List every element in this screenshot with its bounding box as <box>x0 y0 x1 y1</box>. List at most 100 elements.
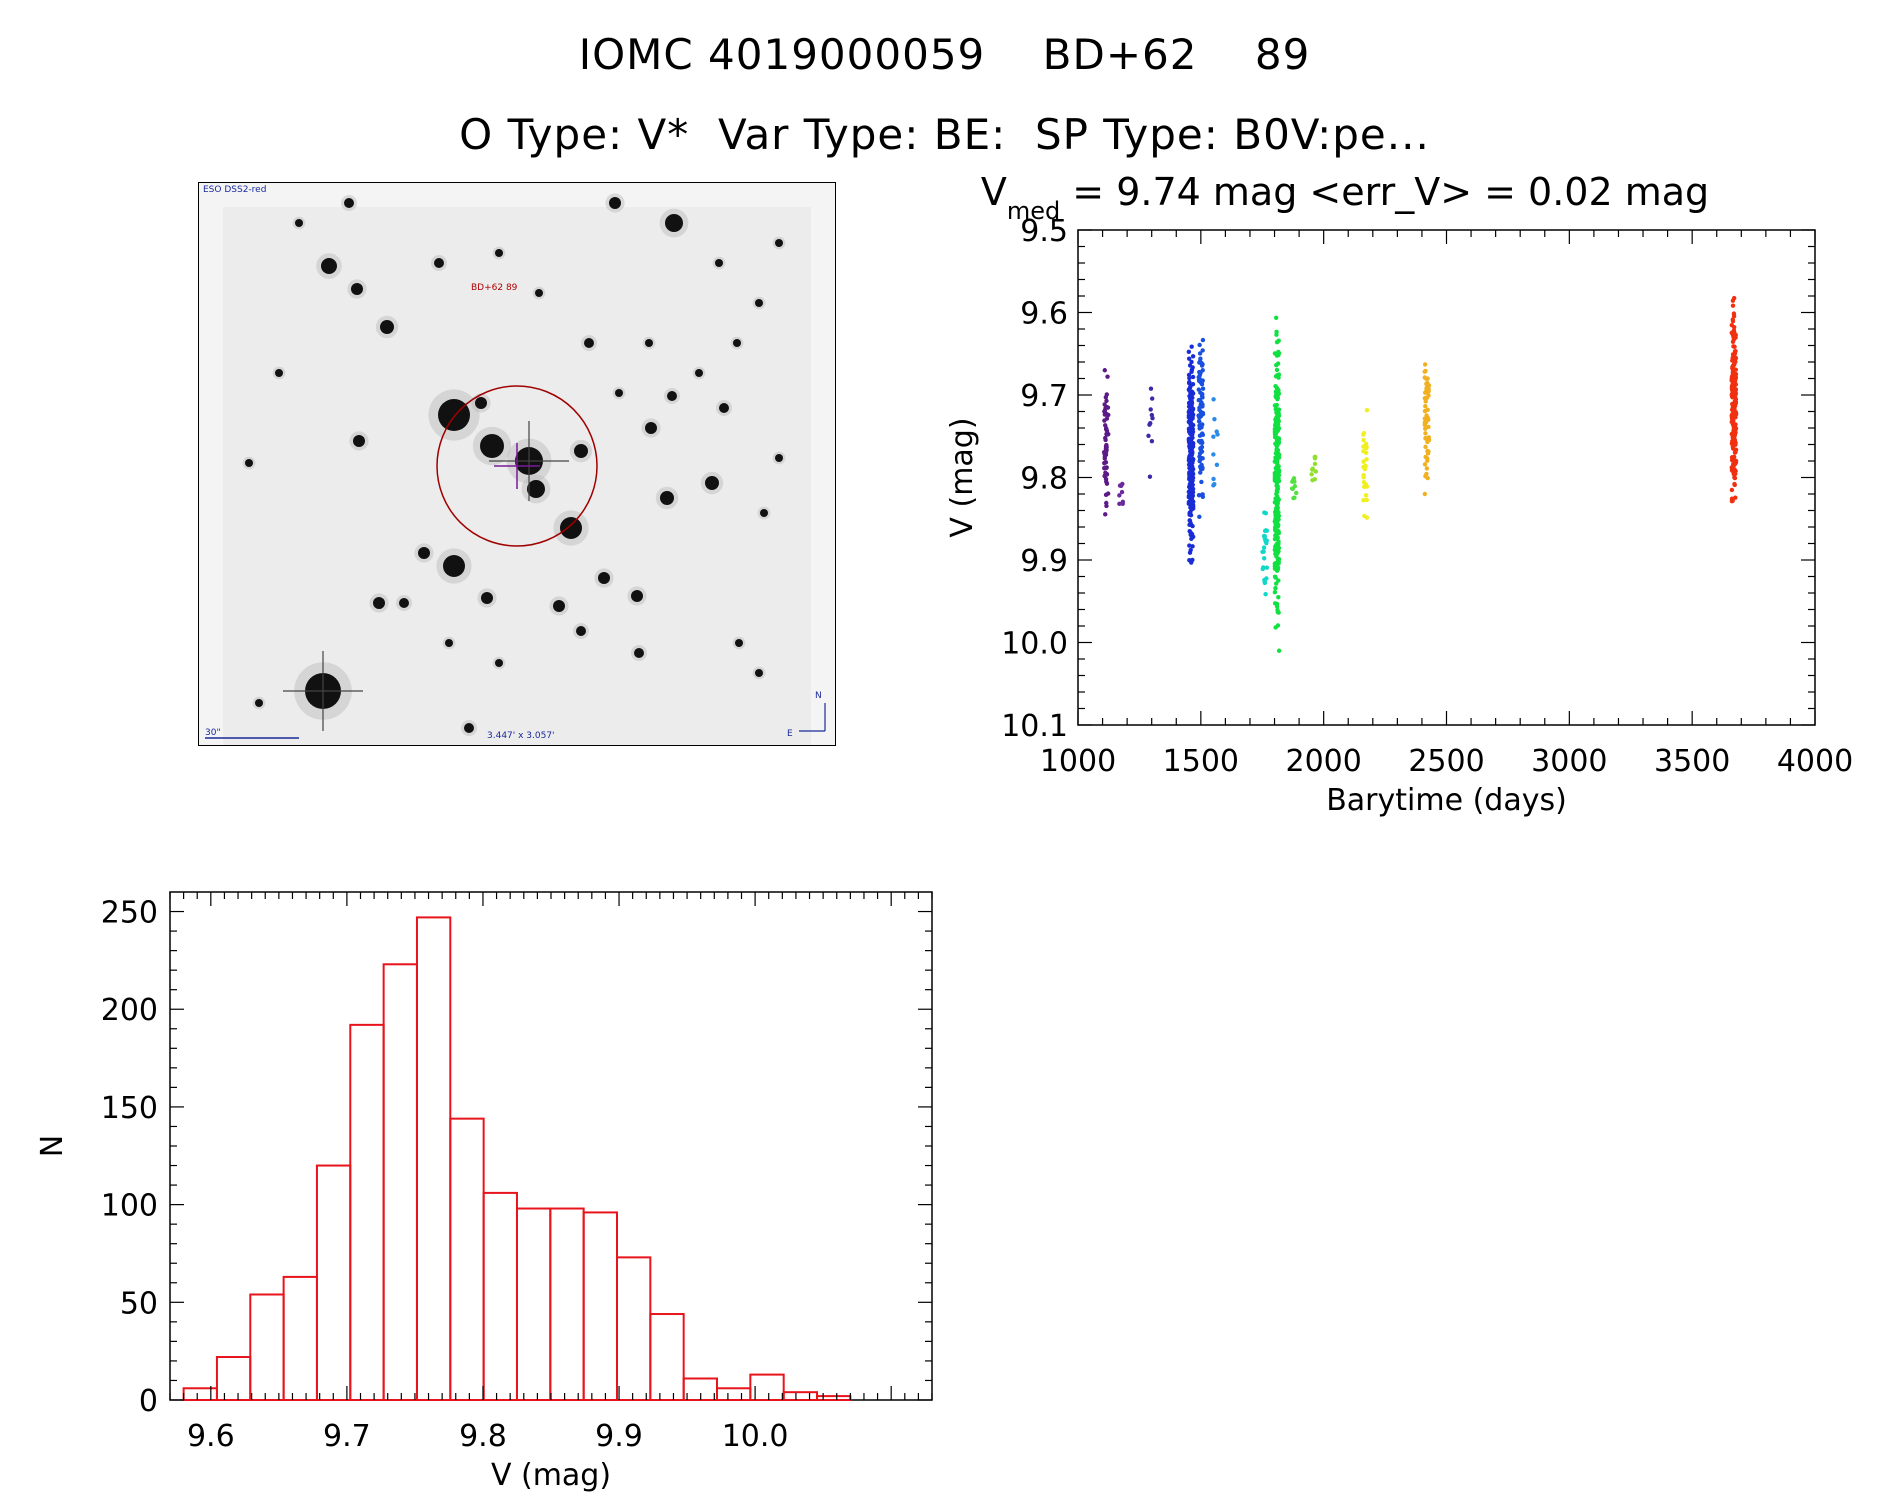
lightcurve-point <box>1730 388 1735 393</box>
lightcurve-point <box>1198 470 1203 475</box>
histogram-ylabel: N <box>35 1135 70 1157</box>
lightcurve-point <box>1276 517 1281 522</box>
star <box>560 517 582 539</box>
histogram-xtick-label: 10.0 <box>722 1419 789 1454</box>
lightcurve-point <box>1200 348 1205 353</box>
lightcurve-point <box>1187 550 1193 555</box>
lightcurve-point <box>1272 403 1278 408</box>
histogram-bar <box>449 1117 485 1401</box>
lightcurve-point <box>1188 395 1194 400</box>
lightcurve-point <box>1261 534 1267 539</box>
lightcurve-point <box>1361 459 1366 464</box>
lightcurve-ytick-label: 9.6 <box>1020 297 1068 332</box>
lightcurve-xtick-label: 2500 <box>1408 744 1484 779</box>
star <box>715 259 723 267</box>
lightcurve-point <box>1425 458 1430 463</box>
lightcurve-point <box>1273 528 1278 533</box>
star <box>445 639 453 647</box>
lightcurve-point <box>1424 466 1430 471</box>
lightcurve-point <box>1730 416 1735 422</box>
lightcurve-point <box>1731 454 1737 459</box>
lightcurve-point <box>1198 402 1203 407</box>
star <box>634 648 644 658</box>
lightcurve-point <box>1363 450 1369 455</box>
lightcurve-point <box>1186 356 1192 361</box>
lightcurve-point <box>1119 489 1125 495</box>
star <box>609 197 621 209</box>
lightcurve-point <box>1733 367 1738 372</box>
lightcurve-point <box>1276 539 1281 544</box>
lightcurve-point <box>1187 529 1192 534</box>
lightcurve-point <box>1190 467 1196 472</box>
histogram-bar <box>482 1191 518 1402</box>
lightcurve-point <box>1186 484 1192 490</box>
histogram-bar <box>215 1356 252 1401</box>
lightcurve-ytick-label: 9.8 <box>1020 462 1068 497</box>
lightcurve-point <box>1200 422 1205 427</box>
lightcurve-point <box>1732 399 1737 404</box>
lightcurve-point <box>1146 433 1151 438</box>
lightcurve-point <box>1188 443 1193 448</box>
lightcurve-point <box>1363 493 1369 498</box>
lightcurve-point <box>1361 498 1366 503</box>
lightcurve-title: Vmed = 9.74 mag <err_V> = 0.02 mag <box>981 170 1709 225</box>
lightcurve-point <box>1730 444 1735 449</box>
lightcurve-point <box>1423 431 1428 436</box>
lightcurve-point <box>1423 436 1428 441</box>
lightcurve-point <box>1187 375 1192 381</box>
lightcurve-point <box>1274 484 1280 489</box>
lightcurve-ytick-label: 10.1 <box>1001 709 1068 744</box>
lightcurve-point <box>1272 590 1278 595</box>
histogram-bar <box>349 1023 385 1402</box>
lightcurve-point <box>1103 395 1109 400</box>
histogram-bar <box>716 1387 752 1402</box>
lightcurve-point <box>1732 344 1737 350</box>
star <box>527 480 545 498</box>
lightcurve-point <box>1276 530 1282 536</box>
lightcurve-point <box>1732 481 1737 487</box>
lightcurve-point <box>1105 374 1110 379</box>
lightcurve-point <box>1197 373 1202 378</box>
lightcurve-point <box>1274 506 1279 512</box>
lightcurve-point <box>1274 332 1279 337</box>
lightcurve-point <box>1189 421 1194 426</box>
lightcurve-point <box>1187 510 1192 516</box>
lightcurve-xlabel: Barytime (days) <box>1326 783 1567 818</box>
lightcurve-point <box>1730 303 1736 308</box>
histogram-bar <box>582 1211 618 1402</box>
lightcurve-point <box>1190 456 1196 462</box>
histogram-bar <box>249 1293 285 1401</box>
lightcurve-point <box>1190 486 1196 492</box>
lightcurve-point <box>1215 432 1220 437</box>
histogram-ytick-label: 100 <box>101 1189 158 1224</box>
lightcurve-point <box>1730 378 1736 384</box>
lightcurve-point <box>1103 435 1108 441</box>
star <box>380 320 394 334</box>
lightcurve-point <box>1102 368 1107 373</box>
lightcurve-point <box>1189 359 1194 365</box>
lightcurve-point <box>1732 437 1738 443</box>
lightcurve-point <box>1732 406 1737 411</box>
lightcurve-point <box>1272 574 1278 579</box>
lightcurve-point <box>1733 495 1738 500</box>
lightcurve-xtick-label: 1500 <box>1163 744 1239 779</box>
lightcurve-point <box>1274 552 1279 557</box>
lightcurve-point <box>1105 412 1110 418</box>
lightcurve-point <box>1187 465 1192 471</box>
lightcurve-point <box>1149 412 1155 418</box>
lightcurve-point <box>1197 419 1202 424</box>
lightcurve-point <box>1199 492 1205 497</box>
lightcurve-xtick-label: 1000 <box>1040 744 1116 779</box>
lightcurve-point <box>1199 479 1204 485</box>
histogram-ytick-label: 250 <box>101 896 158 931</box>
lightcurve-point <box>1189 477 1194 482</box>
star <box>434 258 444 268</box>
lightcurve-point <box>1361 430 1367 436</box>
lightcurve-point <box>1730 366 1735 371</box>
lightcurve-point <box>1730 391 1735 396</box>
star <box>760 509 768 517</box>
lightcurve-point <box>1729 487 1735 493</box>
lightcurve-point <box>1187 557 1192 563</box>
lightcurve-point <box>1290 478 1296 483</box>
histogram-xtick-label: 9.8 <box>459 1419 507 1454</box>
